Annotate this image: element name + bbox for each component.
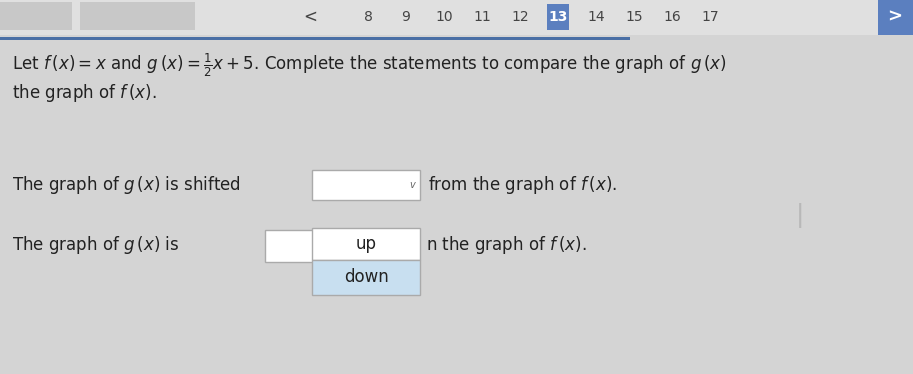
Text: 12: 12: [511, 10, 529, 24]
Text: up: up: [355, 235, 376, 253]
FancyBboxPatch shape: [80, 2, 195, 30]
Text: 11: 11: [473, 10, 491, 24]
FancyBboxPatch shape: [312, 260, 420, 295]
Text: Let $f\,(x) = x$ and $g\,(x) = \frac{1}{2}x + 5$. Complete the statements to com: Let $f\,(x) = x$ and $g\,(x) = \frac{1}{…: [12, 51, 727, 79]
FancyBboxPatch shape: [312, 170, 420, 200]
Text: 16: 16: [663, 10, 681, 24]
Text: The graph of $g\,(x)$ is: The graph of $g\,(x)$ is: [12, 234, 179, 256]
Text: 15: 15: [625, 10, 643, 24]
Text: from the graph of $f\,(x)$.: from the graph of $f\,(x)$.: [428, 174, 617, 196]
Text: 8: 8: [363, 10, 373, 24]
Text: 17: 17: [701, 10, 719, 24]
Text: n the graph of $f\,(x)$.: n the graph of $f\,(x)$.: [426, 234, 586, 256]
Text: v: v: [409, 180, 415, 190]
Text: down: down: [343, 268, 388, 286]
FancyBboxPatch shape: [265, 230, 318, 262]
Text: The graph of $g\,(x)$ is shifted: The graph of $g\,(x)$ is shifted: [12, 174, 241, 196]
FancyBboxPatch shape: [547, 4, 569, 30]
FancyBboxPatch shape: [0, 48, 913, 374]
FancyBboxPatch shape: [0, 2, 72, 30]
FancyBboxPatch shape: [0, 0, 913, 35]
Text: 9: 9: [402, 10, 411, 24]
Text: 13: 13: [549, 10, 568, 24]
Text: |: |: [796, 202, 804, 227]
FancyBboxPatch shape: [0, 37, 630, 40]
Text: the graph of $f\,(x)$.: the graph of $f\,(x)$.: [12, 82, 157, 104]
Text: 10: 10: [436, 10, 453, 24]
Text: >: >: [887, 8, 902, 26]
Text: <: <: [303, 8, 317, 26]
FancyBboxPatch shape: [878, 0, 913, 35]
Text: 14: 14: [587, 10, 604, 24]
FancyBboxPatch shape: [312, 228, 420, 260]
